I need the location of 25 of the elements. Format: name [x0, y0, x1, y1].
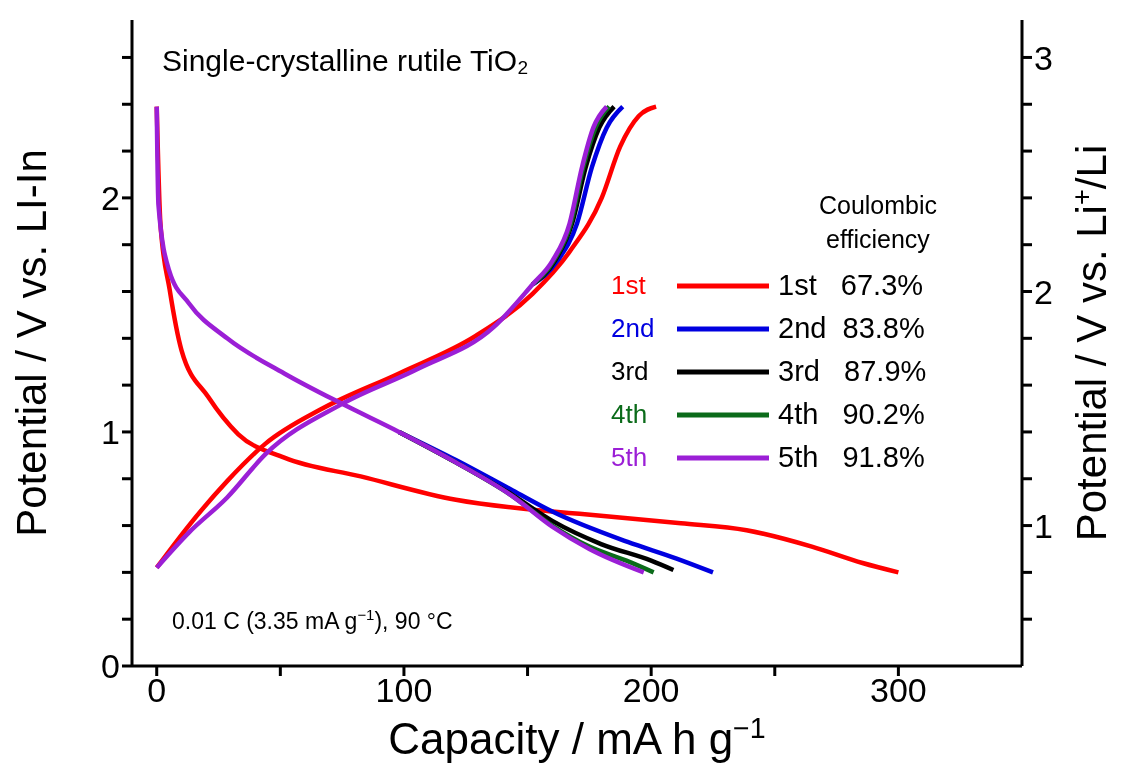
x-axis-title: Capacity / mA h g$^{−1}$ — [388, 712, 766, 763]
y2-tick-label: 1 — [1034, 506, 1053, 545]
y-tick-label: 0 — [101, 647, 120, 686]
text: Single-crystalline rutile TiO₂ — [162, 44, 529, 78]
legend-label: 3rd — [611, 356, 650, 387]
annotation: 4th 90.2% — [778, 397, 926, 432]
y-tick-label: 2 — [101, 178, 120, 217]
annotation: 2nd 83.8% — [778, 311, 926, 346]
x-tick-label: 100 — [375, 671, 433, 710]
x-tick-label: 300 — [870, 671, 927, 710]
y-tick-label: 1 — [101, 413, 120, 452]
annotation: 0.01 C (3.35 mA g$^{−1}$), 90 °C — [172, 606, 453, 634]
y2-tick-label: 3 — [1034, 38, 1053, 77]
annotation: 5th 91.8% — [778, 440, 926, 475]
legend-label: 1st — [611, 270, 647, 301]
x-tick-label: 200 — [622, 671, 680, 710]
annotation: Coulombic efficiency — [817, 190, 939, 255]
x-tick-label: 0 — [147, 671, 167, 710]
y2-tick-label: 2 — [1034, 272, 1053, 311]
legend-label: 4th — [611, 399, 649, 430]
annotation: 3rd 87.9% — [778, 354, 927, 389]
y-axis-title: Potential / V vs. LI-In — [8, 149, 55, 537]
legend-label: 5th — [611, 442, 649, 473]
annotation: 1st 67.3% — [778, 268, 925, 303]
legend-label: 2nd — [611, 313, 656, 344]
